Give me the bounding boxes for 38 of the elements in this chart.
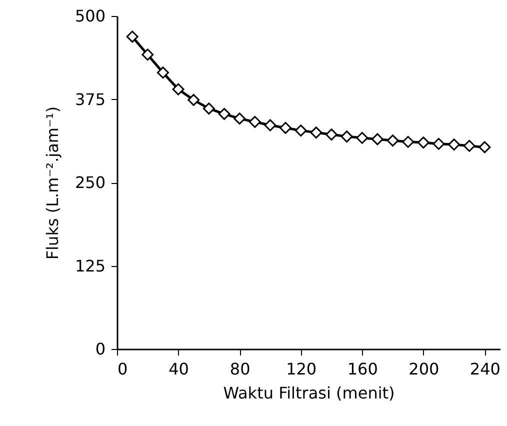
x-tick-label: 0	[118, 360, 128, 378]
x-tick-label: 120	[286, 360, 317, 378]
point	[218, 108, 230, 120]
x-tick-label: 160	[347, 360, 378, 378]
point	[478, 141, 491, 154]
point	[294, 124, 307, 137]
y-tick-label: 0	[95, 340, 106, 358]
point	[417, 136, 430, 149]
y-tick-label: 250	[74, 173, 106, 192]
point	[356, 132, 368, 144]
point	[432, 138, 445, 150]
y-tick-label: 125	[74, 256, 106, 276]
point	[280, 122, 292, 134]
point	[463, 140, 476, 152]
point	[325, 128, 338, 141]
x-tick-label: 200	[408, 360, 440, 378]
point	[172, 83, 184, 96]
x-axis-title: Waktu Filtrasi (menit)	[223, 384, 395, 402]
point	[402, 136, 414, 148]
x-tick-label: 40	[168, 360, 189, 378]
y-axis-title: Fluks (L.m⁻².jam⁻¹)	[42, 106, 62, 260]
point	[448, 138, 460, 151]
point	[248, 116, 261, 128]
x-tick-label: 80	[230, 360, 250, 378]
point	[126, 30, 138, 43]
point	[310, 126, 322, 139]
point	[264, 119, 276, 132]
y-tick-label: 375	[74, 90, 106, 109]
point	[188, 94, 200, 106]
point	[340, 130, 353, 143]
point	[202, 102, 215, 115]
x-tick-label: 240	[470, 360, 500, 378]
y-tick-label: 500	[74, 6, 106, 26]
point	[234, 112, 246, 125]
point	[386, 134, 399, 147]
point	[156, 66, 169, 79]
point	[371, 133, 384, 146]
point	[142, 48, 154, 61]
